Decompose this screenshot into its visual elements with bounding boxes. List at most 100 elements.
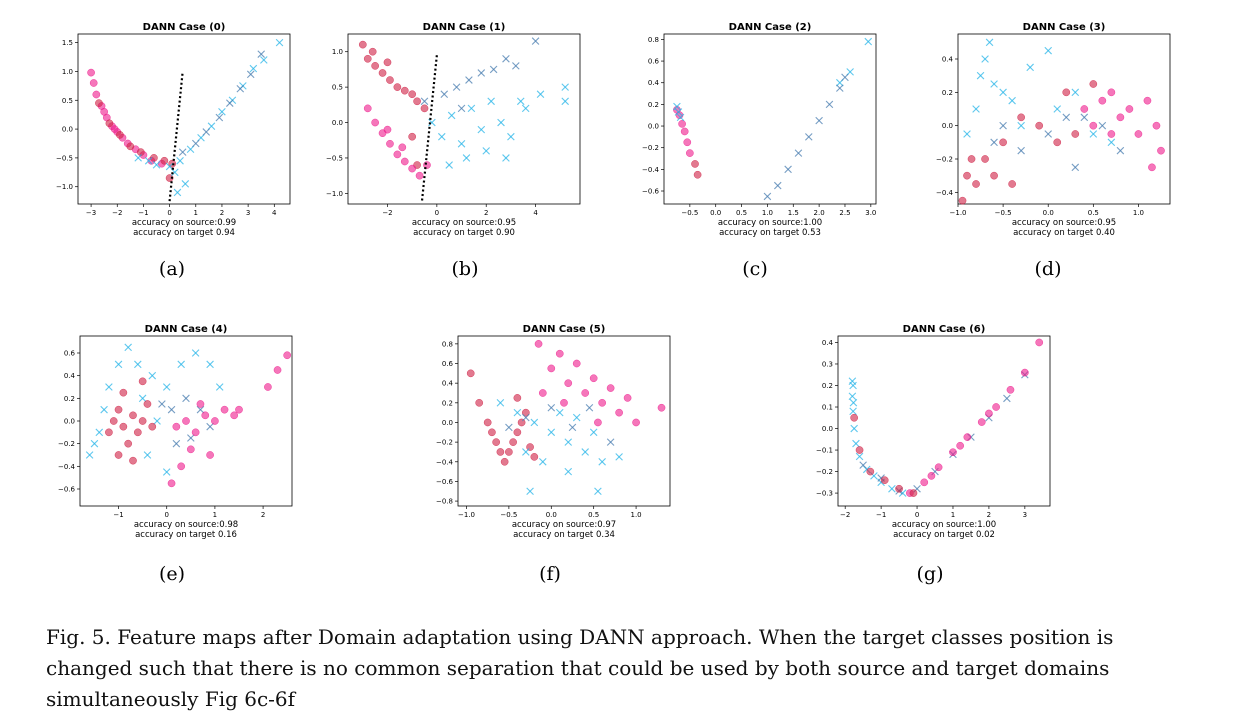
source-point (794, 149, 803, 157)
source-point (226, 99, 234, 107)
source-point (985, 38, 994, 47)
source-point (440, 90, 449, 98)
source-point (1008, 96, 1016, 105)
target-point (408, 90, 417, 99)
target-point (1080, 105, 1089, 113)
y-tick-label: −1.0 (56, 183, 73, 191)
target-point (466, 369, 475, 378)
source-point (1071, 163, 1080, 172)
y-tick-label: 0.6 (64, 350, 76, 358)
target-point (368, 47, 377, 56)
source-point (502, 55, 510, 63)
y-tick-label: −0.1 (816, 447, 833, 455)
y-tick-label: −0.4 (936, 189, 954, 197)
y-tick-label: −0.3 (816, 490, 833, 498)
target-point (177, 462, 186, 471)
target-point (693, 170, 702, 179)
x-tick-label: 1.0 (1133, 209, 1144, 217)
target-point (895, 484, 903, 493)
source-point (100, 405, 108, 414)
chart-panel-3: DANN Case (3) −1.0 −0.5 0.0 0.5 1.0 0.4 0.2 0.0 −… (928, 20, 1180, 240)
target-point (273, 366, 282, 374)
source-point (246, 70, 255, 79)
chart-svg-0: DANN Case (0) −3 −2 −1 0 1 2 3 4 1.5 1.0 0.5 0.0 −0.5… (56, 22, 291, 238)
target-point (398, 143, 407, 152)
target-point (235, 405, 243, 414)
y-tick-label: 0.6 (648, 58, 660, 66)
target-point (581, 389, 590, 397)
target-point (420, 104, 429, 113)
subfigure-label: (g) (916, 563, 944, 585)
target-point (220, 405, 229, 414)
target-point (129, 456, 137, 465)
accuracy-target-label: accuracy on target 0.53 (719, 228, 821, 238)
target-point (500, 457, 509, 466)
source-point (598, 457, 606, 466)
source-point (124, 343, 132, 352)
target-point (264, 383, 272, 391)
source-point (152, 161, 161, 169)
y-tick-label: −0.4 (436, 458, 454, 466)
target-point (386, 139, 394, 148)
figure-caption: Fig. 5. Feature maps after Domain adapta… (46, 625, 1114, 711)
target-point (686, 149, 694, 157)
target-point (657, 403, 666, 412)
y-tick-label: −0.5 (326, 154, 343, 162)
x-tick-label: 0.0 (546, 511, 557, 519)
target-point (165, 174, 174, 182)
source-point (181, 180, 190, 188)
target-point (475, 398, 484, 407)
source-point (477, 125, 486, 134)
chart-title: DANN Case (6) (903, 324, 986, 335)
target-point (850, 413, 859, 422)
source-point (849, 407, 857, 416)
source-point (428, 118, 436, 127)
target-point (230, 411, 239, 420)
chart-title: DANN Case (3) (1023, 22, 1106, 33)
source-point (561, 83, 569, 91)
source-point (105, 383, 113, 391)
y-tick-label: 0.4 (942, 56, 954, 64)
target-point (985, 409, 993, 418)
source-point (134, 154, 142, 162)
accuracy-source-label: accuracy on source:1.00 (892, 520, 996, 530)
x-tick-label: 1 (951, 511, 955, 519)
x-tick-label: −2 (382, 209, 392, 217)
source-point (1026, 63, 1034, 72)
source-point (1017, 146, 1025, 155)
target-point (363, 54, 372, 63)
source-point (462, 154, 471, 162)
target-point (283, 351, 292, 360)
source-point (457, 104, 466, 113)
target-point (186, 445, 195, 454)
x-tick-label: 2 (220, 209, 224, 217)
target-point (371, 118, 379, 127)
target-point (386, 76, 394, 84)
chart-panel-2: DANN Case (2) −0.5 0.0 0.5 1.0 1.5 2.0 2.5 3.0 0.… (634, 20, 886, 240)
target-point (492, 438, 501, 446)
target-point (615, 408, 623, 417)
source-point (526, 487, 534, 496)
source-point (445, 161, 453, 169)
source-point (95, 428, 104, 437)
source-point (852, 439, 860, 448)
target-point (160, 156, 169, 165)
y-tick-label: 0.4 (822, 339, 834, 347)
target-point (1053, 138, 1062, 147)
chart-svg-5: DANN Case (5) −1.0 −0.5 0.0 0.5 1.0 0.8 0.6 0.4 0… (436, 324, 671, 540)
target-point (1008, 180, 1016, 188)
target-point (363, 104, 372, 113)
y-tick-label: 0.0 (822, 425, 833, 433)
target-point (530, 453, 539, 461)
y-tick-label: 0.4 (442, 380, 454, 388)
y-tick-label: −0.5 (56, 154, 73, 162)
source-point (841, 73, 849, 82)
source-point (673, 102, 681, 111)
source-point (589, 428, 598, 437)
source-point (676, 113, 685, 122)
target-point (1017, 113, 1025, 122)
subfigure-label: (d) (1034, 258, 1062, 280)
target-point (191, 428, 200, 437)
target-point (114, 451, 123, 459)
source-point (849, 398, 858, 407)
